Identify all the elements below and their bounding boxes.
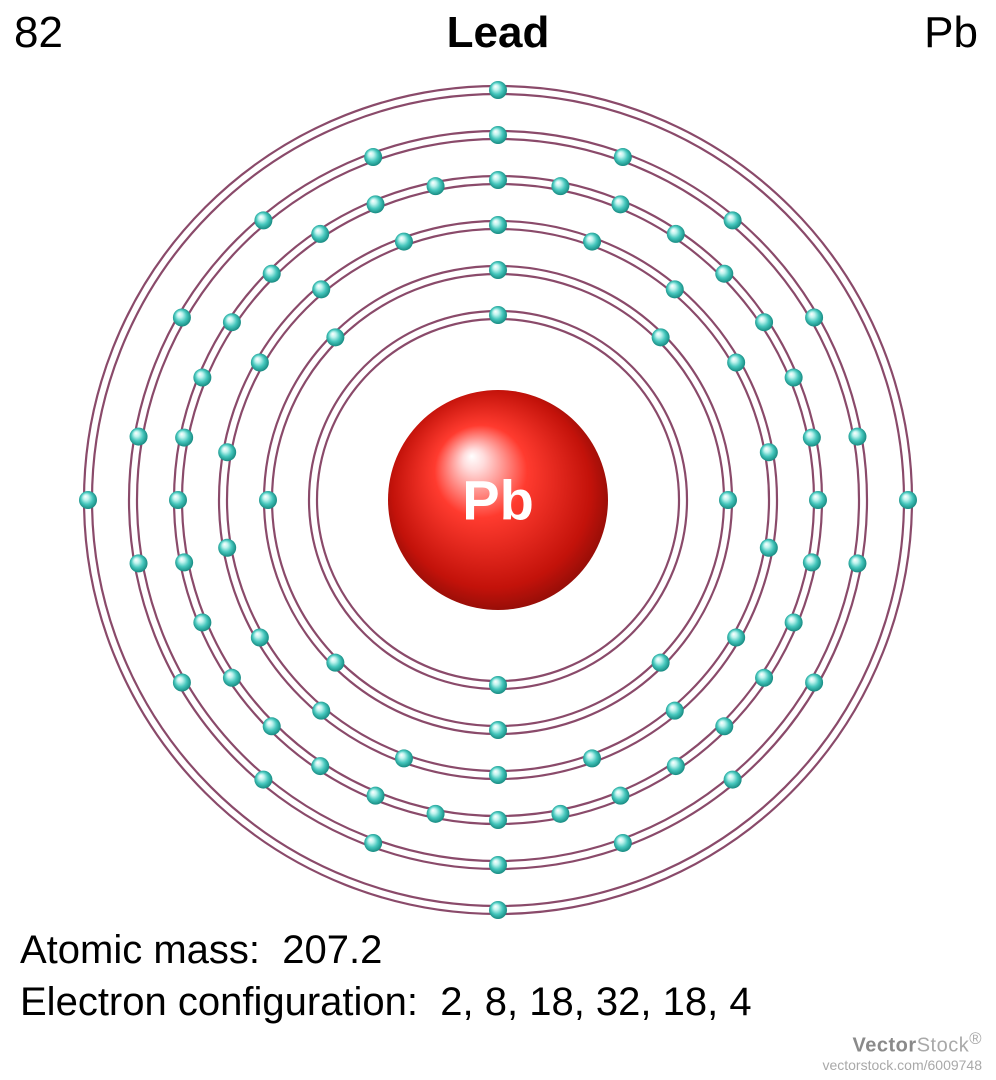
electron	[805, 309, 823, 327]
electron	[724, 771, 742, 789]
electron	[611, 195, 629, 213]
electron	[489, 216, 507, 234]
electron	[803, 429, 821, 447]
electron	[551, 805, 569, 823]
electron	[489, 721, 507, 739]
electron	[173, 309, 191, 327]
electron	[551, 177, 569, 195]
electron	[169, 491, 187, 509]
electron	[614, 834, 632, 852]
electron	[326, 654, 344, 672]
nucleus: Pb	[388, 390, 608, 610]
electron-config-row: Electron configuration: 2, 8, 18, 32, 18…	[20, 976, 752, 1028]
electron-config-value: 2, 8, 18, 32, 18, 4	[440, 980, 751, 1024]
electron-config-label: Electron configuration:	[20, 980, 418, 1024]
electron	[130, 428, 148, 446]
electron	[803, 553, 821, 571]
electron	[427, 177, 445, 195]
electron	[254, 211, 272, 229]
electron	[652, 654, 670, 672]
electron	[666, 702, 684, 720]
atomic-mass-value: 207.2	[282, 928, 382, 972]
electron	[427, 805, 445, 823]
electron	[223, 669, 241, 687]
element-symbol: Pb	[924, 8, 978, 58]
electron	[311, 225, 329, 243]
electron	[364, 834, 382, 852]
electron	[251, 354, 269, 372]
electron	[805, 674, 823, 692]
electron	[489, 261, 507, 279]
electron	[263, 265, 281, 283]
atomic-mass-label: Atomic mass:	[20, 928, 260, 972]
electron	[311, 757, 329, 775]
electron	[193, 613, 211, 631]
electron	[715, 265, 733, 283]
electron	[312, 702, 330, 720]
electron	[79, 491, 97, 509]
electron	[489, 81, 507, 99]
electron	[489, 811, 507, 829]
watermark: VectorStock® vectorstock.com/6009748	[822, 1029, 982, 1074]
electron	[367, 195, 385, 213]
electron	[715, 717, 733, 735]
header: 82 Lead Pb	[0, 8, 996, 68]
nucleus-label: Pb	[462, 469, 534, 532]
electron	[785, 369, 803, 387]
watermark-brand: VectorStock®	[822, 1029, 982, 1058]
electron	[489, 676, 507, 694]
electron	[489, 306, 507, 324]
footer-info: Atomic mass: 207.2 Electron configuratio…	[20, 924, 752, 1028]
electron	[583, 749, 601, 767]
electron	[263, 717, 281, 735]
electron	[614, 148, 632, 166]
electron	[254, 771, 272, 789]
electron	[489, 856, 507, 874]
electron	[666, 280, 684, 298]
electron	[251, 629, 269, 647]
electron	[489, 766, 507, 784]
electron	[367, 787, 385, 805]
electron	[848, 428, 866, 446]
electron	[193, 369, 211, 387]
electron	[809, 491, 827, 509]
electron	[223, 313, 241, 331]
electron	[611, 787, 629, 805]
electron	[259, 491, 277, 509]
watermark-id: vectorstock.com/6009748	[822, 1057, 982, 1074]
electron	[489, 126, 507, 144]
electron	[667, 225, 685, 243]
electron	[489, 901, 507, 919]
electron	[218, 539, 236, 557]
atom-diagram: Pb	[0, 60, 996, 940]
electron	[175, 553, 193, 571]
electron	[173, 674, 191, 692]
element-name: Lead	[0, 8, 996, 58]
electron	[755, 669, 773, 687]
electron	[583, 233, 601, 251]
electron	[489, 171, 507, 189]
electron	[899, 491, 917, 509]
electron	[652, 328, 670, 346]
electron	[719, 491, 737, 509]
electron	[395, 233, 413, 251]
electron	[724, 211, 742, 229]
atomic-mass-row: Atomic mass: 207.2	[20, 924, 752, 976]
electron	[760, 443, 778, 461]
electron	[218, 443, 236, 461]
electron	[727, 629, 745, 647]
electron	[175, 429, 193, 447]
electron	[395, 749, 413, 767]
electron	[785, 613, 803, 631]
electron	[727, 354, 745, 372]
electron	[312, 280, 330, 298]
electron	[667, 757, 685, 775]
electron	[760, 539, 778, 557]
electron	[848, 554, 866, 572]
electron	[326, 328, 344, 346]
electron	[755, 313, 773, 331]
electron	[130, 554, 148, 572]
electron	[364, 148, 382, 166]
